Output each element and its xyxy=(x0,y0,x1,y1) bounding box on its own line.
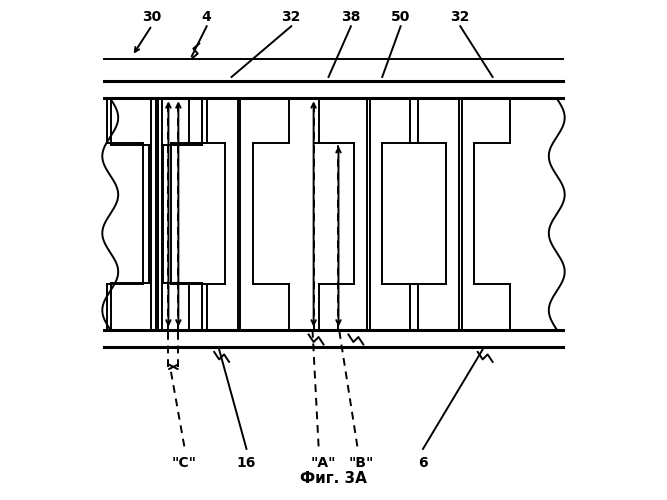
Text: 16: 16 xyxy=(237,456,256,470)
Text: 30: 30 xyxy=(142,10,161,24)
Text: "B": "B" xyxy=(348,456,374,470)
Text: 6: 6 xyxy=(418,456,428,470)
Text: 32: 32 xyxy=(281,10,301,24)
Text: 50: 50 xyxy=(391,10,410,24)
Text: 32: 32 xyxy=(451,10,470,24)
Text: "C": "C" xyxy=(172,456,197,470)
Text: "A": "A" xyxy=(311,456,336,470)
Text: 38: 38 xyxy=(342,10,361,24)
Text: Фиг. 3А: Фиг. 3А xyxy=(300,471,367,486)
Text: 4: 4 xyxy=(202,10,211,24)
